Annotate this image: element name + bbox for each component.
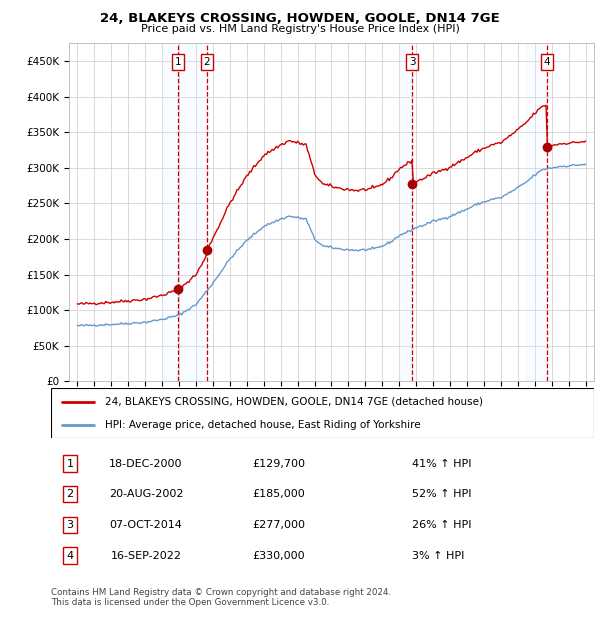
Text: 2: 2 [67,489,74,499]
Text: 20-AUG-2002: 20-AUG-2002 [109,489,183,499]
Text: 24, BLAKEYS CROSSING, HOWDEN, GOOLE, DN14 7GE (detached house): 24, BLAKEYS CROSSING, HOWDEN, GOOLE, DN1… [106,397,484,407]
Bar [526,43,547,381]
Text: £277,000: £277,000 [253,520,305,530]
Text: Contains HM Land Registry data © Crown copyright and database right 2024.: Contains HM Land Registry data © Crown c… [51,588,391,597]
Text: 3: 3 [409,57,415,67]
Bar [162,43,206,381]
Text: 24, BLAKEYS CROSSING, HOWDEN, GOOLE, DN14 7GE: 24, BLAKEYS CROSSING, HOWDEN, GOOLE, DN1… [100,12,500,25]
Text: 26% ↑ HPI: 26% ↑ HPI [412,520,472,530]
Text: HPI: Average price, detached house, East Riding of Yorkshire: HPI: Average price, detached house, East… [106,420,421,430]
Text: 07-OCT-2014: 07-OCT-2014 [110,520,182,530]
Text: 52% ↑ HPI: 52% ↑ HPI [412,489,472,499]
Text: 3% ↑ HPI: 3% ↑ HPI [412,551,464,560]
Text: £185,000: £185,000 [253,489,305,499]
Text: 4: 4 [67,551,74,560]
Text: 1: 1 [175,57,182,67]
Text: Price paid vs. HM Land Registry's House Price Index (HPI): Price paid vs. HM Land Registry's House … [140,24,460,34]
Text: £129,700: £129,700 [253,459,305,469]
Text: 1: 1 [67,459,74,469]
Text: 18-DEC-2000: 18-DEC-2000 [109,459,183,469]
Text: £330,000: £330,000 [253,551,305,560]
Bar [399,43,412,381]
FancyBboxPatch shape [51,388,594,438]
Text: 41% ↑ HPI: 41% ↑ HPI [412,459,472,469]
Text: 2: 2 [203,57,210,67]
Text: 4: 4 [544,57,550,67]
Text: 16-SEP-2022: 16-SEP-2022 [110,551,182,560]
Text: This data is licensed under the Open Government Licence v3.0.: This data is licensed under the Open Gov… [51,598,329,608]
Text: 3: 3 [67,520,74,530]
